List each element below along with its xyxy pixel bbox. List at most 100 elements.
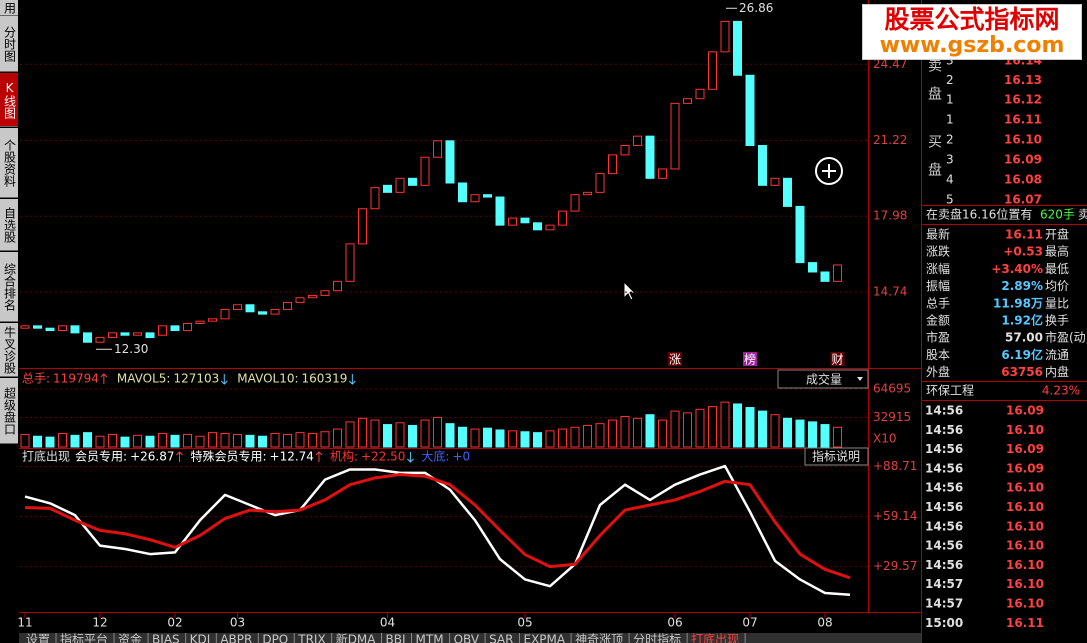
candle (458, 182, 467, 203)
tick-time: 14:57 (925, 577, 963, 591)
tab[interactable]: DPO (262, 633, 288, 643)
candle (120, 332, 130, 336)
candle (695, 88, 705, 100)
volume-bar (333, 428, 342, 448)
volume-bar (658, 419, 667, 448)
selector-box[interactable] (777, 369, 869, 389)
tab[interactable]: MTM (416, 633, 444, 643)
quote-value: 63756 (1001, 365, 1043, 379)
date-label: 11 (17, 616, 32, 630)
volume-bar (645, 414, 655, 448)
tick-time: 14:56 (925, 539, 963, 553)
candle (658, 168, 667, 179)
marker[interactable]: 涨 (669, 352, 681, 367)
price: 16.08 (1004, 173, 1042, 187)
quote-label: 最低 (1045, 262, 1069, 276)
sidebar-tab[interactable]: 自选股 (0, 199, 18, 251)
tick-time: 14:56 (925, 442, 963, 456)
legend-arrow (100, 373, 108, 384)
tab[interactable]: 资金 (118, 632, 142, 643)
legend-name: MAVOL5: (117, 372, 171, 386)
tab[interactable]: SAR (489, 633, 513, 643)
watermark-title: 股票公式指标网 (884, 5, 1060, 34)
sidebar-tab[interactable]: 牛叉诊股 (0, 323, 18, 377)
tab[interactable]: 新DMA (336, 632, 377, 643)
candle (158, 325, 167, 336)
volume-bar (808, 421, 817, 448)
sector-name: 环保工程 (926, 383, 974, 398)
candle (533, 222, 542, 231)
tab[interactable]: OBV (454, 633, 480, 643)
sector-change: 4.23% (1042, 384, 1080, 398)
legend-arrow (315, 451, 323, 462)
volume-bar (258, 435, 267, 448)
selector[interactable]: 成交量 (806, 372, 842, 387)
tick-time: 14:57 (925, 597, 963, 611)
buy-label: 买盘 (926, 134, 942, 190)
tab[interactable]: 指标平台 (60, 632, 108, 643)
help-button[interactable]: 指标说明 (812, 449, 860, 464)
volume-bar (558, 428, 567, 448)
tab[interactable]: BIAS (152, 633, 180, 643)
candle (483, 194, 492, 198)
candle (370, 187, 380, 210)
tab[interactable]: EXPMA (523, 633, 565, 643)
tab[interactable]: 设置 (26, 633, 50, 643)
tab[interactable]: 打底出现 (691, 632, 739, 643)
candle (795, 205, 805, 264)
y-tick-label: 21.22 (873, 133, 907, 147)
quote-value: +3.40% (991, 262, 1043, 276)
tab[interactable]: 神奇涨顶 (575, 632, 623, 643)
candle (558, 210, 567, 226)
quote-value: 16.11 (1005, 228, 1043, 242)
candle (833, 264, 842, 282)
sidebar-tab[interactable]: 个股资料 (0, 128, 18, 198)
volume-bar (633, 417, 642, 448)
candle (808, 262, 817, 273)
sidebar-tab[interactable]: 分时图 (0, 16, 18, 72)
date-label: 05 (517, 616, 532, 630)
candle (520, 217, 530, 224)
volume-bar (695, 408, 705, 448)
volume-bar (670, 410, 680, 448)
candle (233, 304, 242, 310)
tab[interactable]: 分时指标 (633, 632, 681, 643)
low-annotation: 12.30 (114, 342, 148, 356)
marker[interactable]: 榜 (744, 352, 756, 367)
volume-bar (445, 423, 455, 448)
sidebar-tab[interactable]: K线图 (0, 73, 18, 127)
candle (770, 177, 780, 186)
volume-bar (795, 419, 805, 448)
candle (33, 325, 42, 329)
candle (508, 217, 517, 226)
sidebar-tab[interactable]: 综合排名 (0, 252, 18, 322)
tab[interactable]: TRIX (297, 633, 325, 643)
volume-bar (833, 426, 842, 448)
tick-time: 14:56 (925, 461, 963, 475)
status-side: 卖 (1078, 208, 1087, 222)
quote-value: 11.98万 (993, 296, 1043, 310)
marker[interactable]: 财 (831, 353, 843, 367)
quote-label: 开盘 (1045, 227, 1069, 242)
candle (420, 156, 430, 186)
help-box[interactable] (804, 447, 869, 466)
tab[interactable]: KDJ (190, 633, 211, 643)
volume-bar (770, 414, 780, 448)
watermark: 股票公式指标网 www.gszb.com (862, 4, 1082, 60)
volume-bar (420, 419, 430, 448)
tab[interactable]: ABPR (220, 633, 252, 643)
candle (745, 74, 755, 147)
tab[interactable]: BBI (386, 633, 406, 643)
quote-value: +0.53 (1003, 245, 1043, 259)
quote-label: 金额 (926, 313, 950, 328)
sell-label: 卖盘 (926, 58, 942, 114)
sidebar-tab[interactable]: 超级盘口 (0, 378, 18, 444)
volume-bar (820, 424, 830, 448)
date-label: 12 (92, 616, 107, 630)
legend-name: 会员专用: (75, 449, 127, 464)
volume-bar (470, 428, 480, 448)
y-tick-label: 17.98 (873, 209, 907, 223)
indicator-name: 打底出现 (22, 449, 70, 464)
candle (395, 177, 405, 193)
